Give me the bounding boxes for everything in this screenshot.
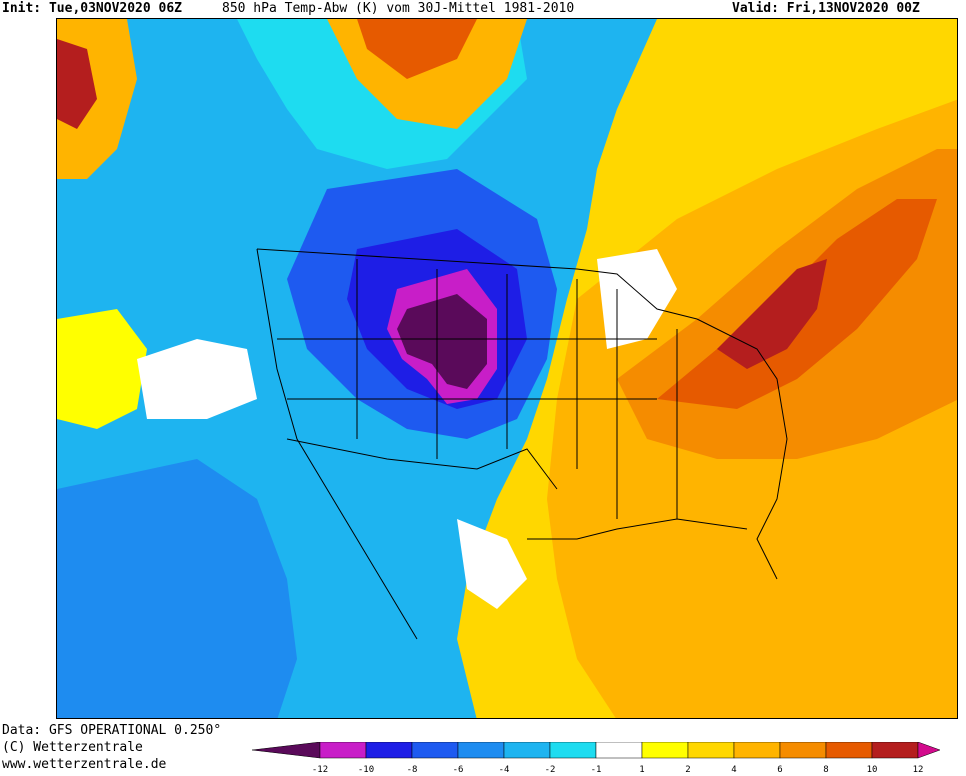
east-coast — [696, 318, 788, 580]
legend-svg: -12 -10 -8 -6 -4 -2 -1 1 2 4 6 8 10 12 — [252, 742, 941, 775]
legend-swatch — [641, 742, 689, 759]
legend-swatch — [779, 742, 827, 759]
legend-tick-label: -8 — [407, 765, 418, 775]
anomaly-region-neutral-west — [137, 339, 257, 419]
anomaly-region-neutral-gulf — [457, 519, 527, 609]
west-coast — [256, 248, 418, 640]
legend-tick-label: 12 — [913, 765, 924, 775]
legend-swatch — [917, 742, 941, 759]
state-lines-2 — [277, 289, 678, 519]
anomaly-region-warm-nw-core — [57, 39, 97, 129]
us-mexico-border — [286, 438, 558, 490]
legend-tick-label: 4 — [731, 765, 736, 775]
anomaly-region-warm-pacific-mid — [57, 309, 147, 429]
data-source: Data: GFS OPERATIONAL 0.250° — [2, 723, 222, 738]
init-time: Init: Tue,03NOV2020 06Z — [2, 1, 183, 16]
legend-swatch — [549, 742, 597, 759]
legend-swatch — [365, 742, 413, 759]
boundaries — [256, 248, 788, 640]
anomaly-region-cold-core-purple — [397, 294, 487, 389]
canada-us-border — [256, 248, 698, 320]
credits: Data: GFS OPERATIONAL 0.250° (C) Wetterz… — [2, 722, 221, 773]
anomaly-region-warm-north-core — [357, 19, 477, 79]
color-legend: -12 -10 -8 -6 -4 -2 -1 1 2 4 6 8 10 12 — [252, 742, 958, 776]
legend-swatch — [457, 742, 505, 759]
copyright: (C) Wetterzentrale — [2, 740, 143, 755]
legend-tick-label: -12 — [312, 765, 328, 775]
legend-swatch — [319, 742, 367, 759]
anomaly-region-cold-pacific — [57, 459, 297, 718]
legend-tick-label: 8 — [823, 765, 828, 775]
legend-swatch — [825, 742, 873, 759]
valid-time: Valid: Fri,13NOV2020 00Z — [732, 1, 920, 16]
legend-tick-label: 6 — [777, 765, 782, 775]
legend-swatch — [503, 742, 551, 759]
legend-tick-label: 10 — [867, 765, 878, 775]
legend-tick-label: 2 — [685, 765, 690, 775]
legend-tick-label: -6 — [453, 765, 464, 775]
anomaly-map-svg — [57, 19, 957, 718]
legend-swatch — [871, 742, 919, 759]
state-lines-1 — [356, 259, 578, 469]
anomaly-map — [56, 18, 958, 719]
legend-tick-label: -4 — [499, 765, 510, 775]
legend-swatch — [733, 742, 781, 759]
legend-swatch — [411, 742, 459, 759]
legend-tick-label: 1 — [639, 765, 644, 775]
map-title: 850 hPa Temp-Abw (K) vom 30J-Mittel 1981… — [222, 1, 575, 16]
legend-swatch — [595, 742, 643, 759]
legend-swatch — [252, 742, 321, 759]
legend-swatch — [687, 742, 735, 759]
anomaly-region-warm-east-core — [717, 259, 827, 369]
header: Init: Tue,03NOV2020 06Z 850 hPa Temp-Abw… — [0, 0, 966, 18]
legend-tick-label: -1 — [591, 765, 602, 775]
legend-tick-label: -2 — [545, 765, 556, 775]
website-url: www.wetterzentrale.de — [2, 757, 167, 772]
gulf-coast — [527, 518, 748, 540]
legend-tick-label: -10 — [358, 765, 374, 775]
